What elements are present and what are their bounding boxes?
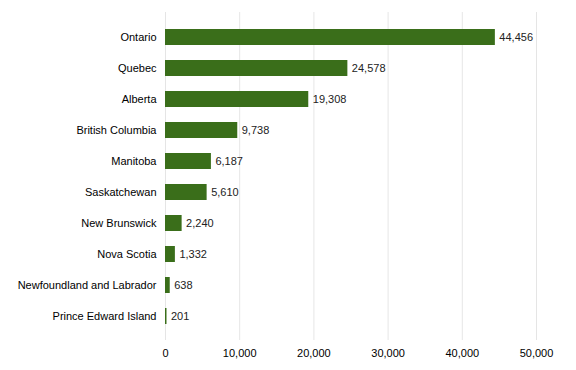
svg-text:Newfoundland and Labrador: Newfoundland and Labrador [18, 279, 157, 291]
svg-text:1,332: 1,332 [179, 248, 207, 260]
svg-text:24,578: 24,578 [352, 62, 386, 74]
svg-text:Prince Edward Island: Prince Edward Island [53, 310, 157, 322]
svg-text:0: 0 [162, 347, 168, 359]
svg-text:44,456: 44,456 [499, 31, 533, 43]
svg-text:40,000: 40,000 [445, 347, 479, 359]
svg-text:Saskatchewan: Saskatchewan [85, 186, 157, 198]
svg-text:New Brunswick: New Brunswick [81, 217, 157, 229]
svg-text:Nova Scotia: Nova Scotia [97, 248, 157, 260]
svg-text:9,738: 9,738 [242, 124, 270, 136]
svg-text:Quebec: Quebec [118, 62, 157, 74]
svg-text:30,000: 30,000 [371, 347, 405, 359]
svg-text:Manitoba: Manitoba [111, 155, 157, 167]
svg-text:10,000: 10,000 [223, 347, 257, 359]
svg-text:201: 201 [171, 310, 189, 322]
svg-text:British Columbia: British Columbia [76, 124, 157, 136]
svg-text:638: 638 [174, 279, 192, 291]
svg-text:Ontario: Ontario [120, 31, 156, 43]
svg-text:5,610: 5,610 [211, 186, 239, 198]
svg-text:2,240: 2,240 [186, 217, 214, 229]
svg-text:50,000: 50,000 [520, 347, 554, 359]
svg-text:20,000: 20,000 [297, 347, 331, 359]
svg-text:19,308: 19,308 [313, 93, 347, 105]
svg-text:6,187: 6,187 [215, 155, 243, 167]
svg-text:Alberta: Alberta [122, 93, 158, 105]
